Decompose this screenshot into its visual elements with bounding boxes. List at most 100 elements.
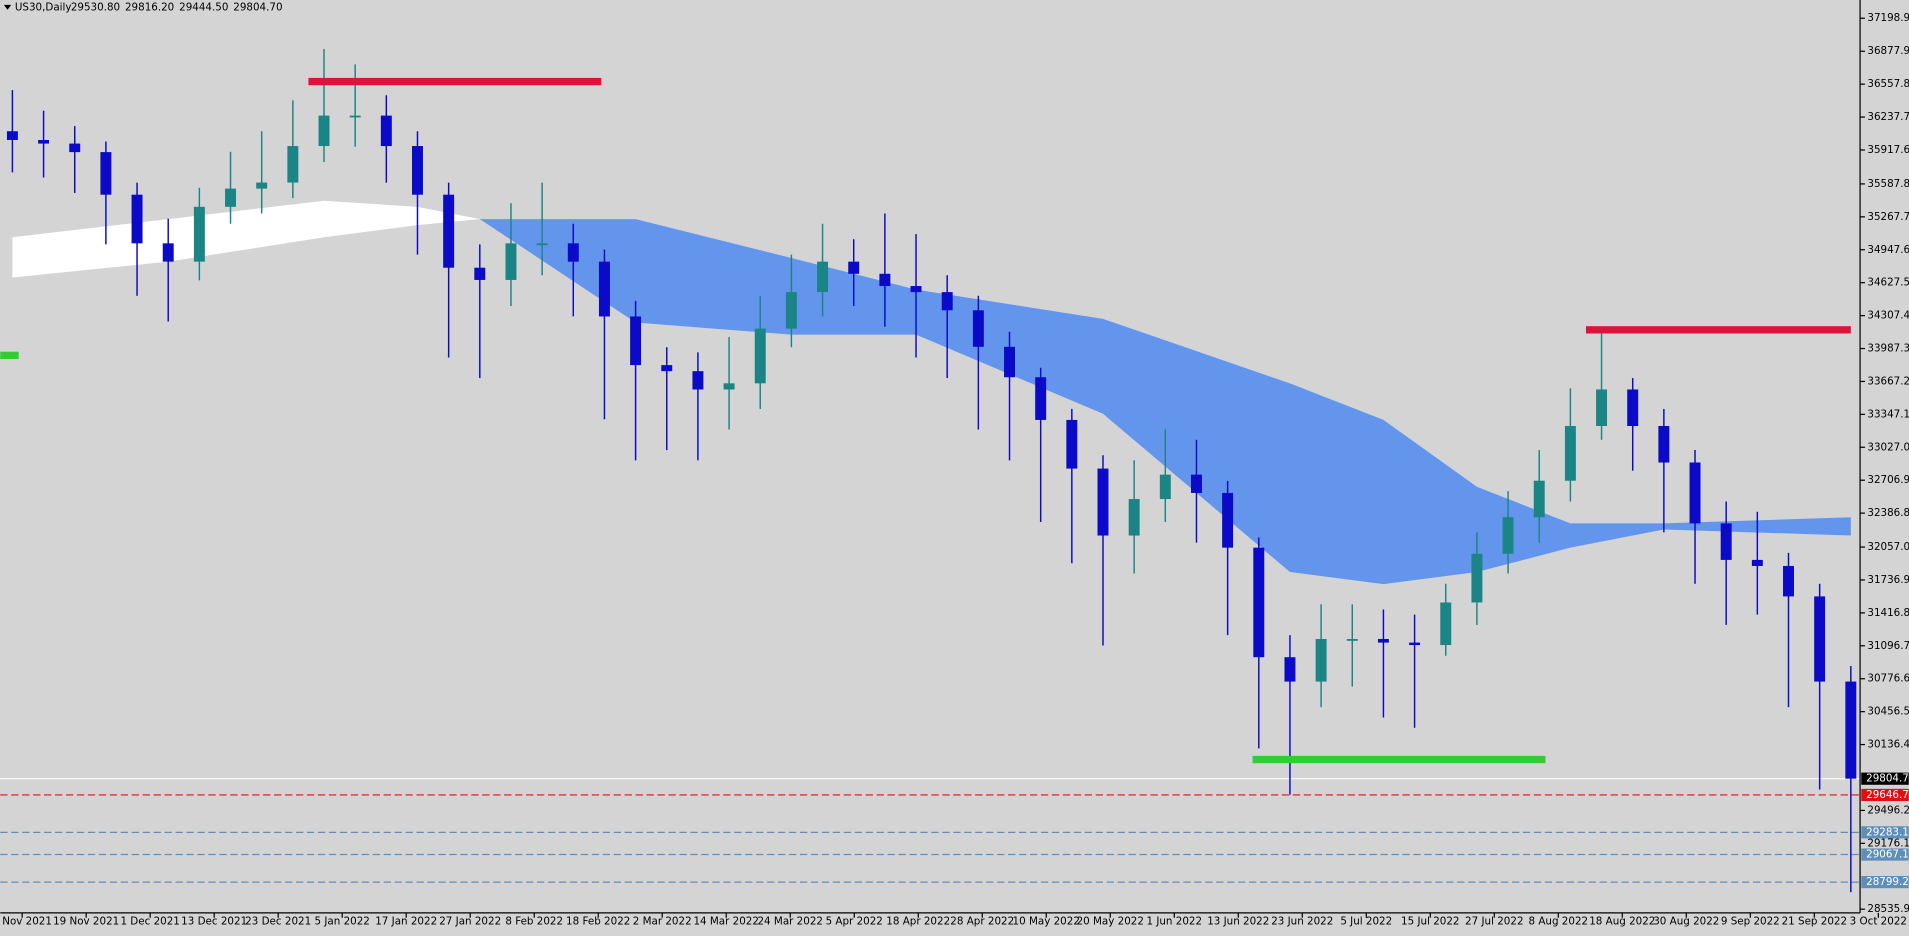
candle-body [1845,681,1857,779]
x-tick-label: 18 Aug 2022 [1589,915,1655,927]
candle-body [474,267,486,280]
candle-body [1471,553,1483,603]
x-tick-label: 8 Aug 2022 [1529,915,1589,927]
candle-body [131,194,143,244]
price-label-box [1861,788,1909,802]
x-tick-label: 13 Jun 2022 [1207,915,1269,927]
y-tick-label: 34307.40 [1867,310,1909,322]
y-tick-label: 36237.70 [1867,111,1909,123]
y-tick-label: 35917.60 [1867,144,1909,156]
candle-body [1253,547,1265,658]
candle-body [1222,492,1234,548]
x-tick-label: 30 Aug 2022 [1653,915,1719,927]
y-tick-label: 30776.60 [1867,673,1909,685]
candle-body [661,365,673,372]
y-tick-label: 32057.00 [1867,541,1909,553]
x-tick-label: 18 Apr 2022 [886,915,950,927]
x-tick-label: 2 Mar 2022 [633,915,692,927]
y-tick-label: 30136.40 [1867,739,1909,751]
candle-body [598,261,610,317]
candle-body [848,261,860,274]
y-tick-label: 29496.20 [1867,804,1909,816]
candle-body [1004,346,1015,378]
ohlc-value: 29804.70 [233,1,282,13]
x-tick-label: 21 Sep 2022 [1782,915,1847,927]
candle-body [443,194,455,268]
symbol-menu-arrow[interactable] [3,4,12,10]
candle-body [1346,638,1358,641]
cloud-area [12,200,480,278]
x-tick-label: 5 Jan 2022 [315,915,370,927]
candle-body [193,206,205,262]
ohlc-value: 29816.20 [125,1,174,13]
candle-body [1502,517,1514,554]
candle-body [1533,480,1545,518]
candle-body [38,139,50,144]
candle-body [1066,419,1078,469]
candle-body [380,115,392,147]
x-tick-label: 9 Sep 2022 [1721,915,1780,927]
candle-body [1284,657,1296,682]
candle-body [162,243,174,262]
y-tick-label: 32386.80 [1867,507,1909,519]
y-tick-label: 35587.80 [1867,178,1909,190]
plot-area [0,48,1861,893]
candle-body [349,115,361,118]
candle-body [1128,499,1140,536]
price-label-box [1861,826,1909,839]
price-label-box [1861,876,1909,889]
candle-body [1689,462,1701,524]
x-tick-label: 19 Nov 2021 [53,915,119,927]
y-tick-label: 33667.20 [1867,375,1909,387]
candle-body [287,146,299,183]
price-label: 28799.23 [1866,876,1909,888]
candle-body [1596,389,1608,426]
candle-body [1440,602,1452,646]
candle-body [1658,425,1670,463]
level-bar [1252,755,1546,764]
ohlc-value: 29444.50 [179,1,228,13]
price-label-box [1861,848,1909,861]
y-tick-label: 28535.90 [1867,903,1909,915]
x-tick-label: 28 Apr 2022 [950,915,1014,927]
price-label: 29067.13 [1866,849,1909,861]
x-tick-label: 1 Dec 2021 [120,915,179,927]
candle-body [910,286,922,293]
y-tick-label: 33347.10 [1867,408,1909,420]
candle-body [1814,596,1826,682]
y-tick-label: 34947.60 [1867,244,1909,256]
y-tick-label: 32706.90 [1867,474,1909,486]
x-tick-label: 5 Jul 2022 [1340,915,1392,927]
candle-body [1097,468,1109,536]
x-tick-label: 5 Apr 2022 [826,915,883,927]
x-tick-label: 23 Dec 2021 [245,915,311,927]
price-label: 29646.70 [1866,789,1909,801]
candle-body [256,182,268,189]
x-tick-label: 3 Oct 2022 [1850,915,1907,927]
candle-body [630,316,642,366]
candle-body [1720,523,1732,560]
candle-body [754,328,766,384]
y-tick-label: 34627.50 [1867,277,1909,289]
candle-body [225,188,237,207]
candle-body [817,261,829,293]
level-bar [0,351,19,359]
candle-body [1627,389,1639,426]
x-tick-label: 27 Jul 2022 [1465,915,1523,927]
candle-body [1751,559,1763,566]
candle-body [692,371,704,390]
y-tick-label: 31416.80 [1867,607,1909,619]
x-tick-label: 14 Mar 2022 [693,915,758,927]
y-tick-label: 36877.90 [1867,45,1909,57]
candle-body [723,383,735,390]
y-tick-label: 37198.90 [1867,12,1909,24]
candle-body [505,243,517,280]
x-tick-label: 27 Jan 2022 [439,915,501,927]
candle-body [1564,425,1576,481]
candle-body [69,143,81,153]
x-tick-label: 23 Jun 2022 [1271,915,1333,927]
ohlc-header: 29530.80 29816.20 29444.50 29804.70 [71,1,283,13]
y-tick-label: 30456.50 [1867,706,1909,718]
